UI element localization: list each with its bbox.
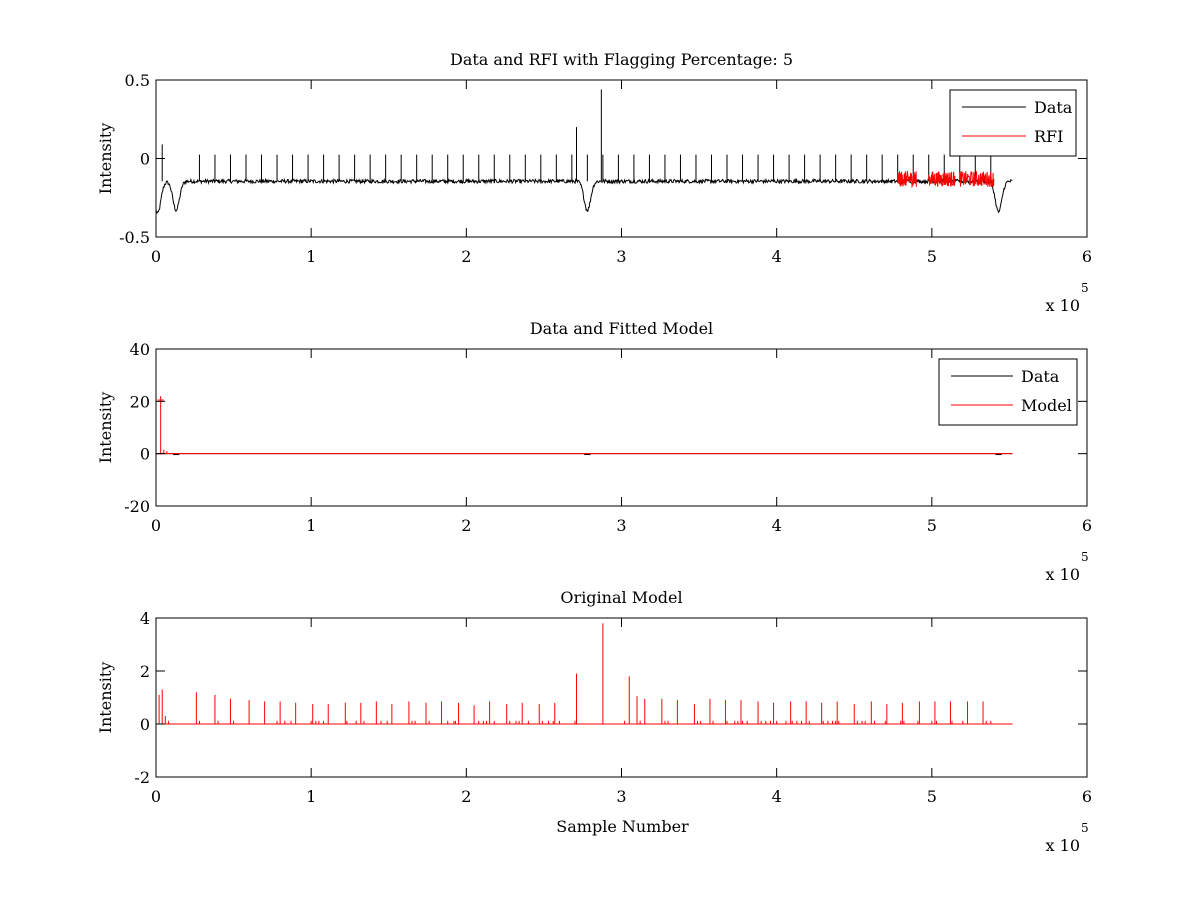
x-tick-label: 2 <box>461 247 471 266</box>
x-tick-label: 6 <box>1082 516 1092 535</box>
x-axis-multiplier: x 10 <box>1046 296 1080 315</box>
series-line-rfi <box>959 170 995 187</box>
y-tick-label: 4 <box>140 609 150 628</box>
series-line-rfi <box>897 171 917 188</box>
x-axis-multiplier: x 10 <box>1046 836 1080 855</box>
legend: Data Model <box>938 358 1078 426</box>
x-tick-label: 4 <box>772 247 782 266</box>
y-tick-label: -0.5 <box>119 228 150 247</box>
plot-area <box>156 618 1087 777</box>
x-tick-label: 5 <box>927 247 937 266</box>
x-tick-label: 3 <box>616 516 626 535</box>
x-tick-label: 3 <box>616 247 626 266</box>
legend-label: Data <box>1021 367 1060 386</box>
y-tick-label: -20 <box>124 497 150 516</box>
x-axis-multiplier-exponent: 5 <box>1081 281 1089 295</box>
x-tick-label: 0 <box>151 247 161 266</box>
series-group <box>156 623 1013 725</box>
y-tick-label: 40 <box>130 340 150 359</box>
x-tick-label: 2 <box>461 516 471 535</box>
x-tick-label: 0 <box>151 787 161 806</box>
chart-title: Data and RFI with Flagging Percentage: 5 <box>450 50 793 69</box>
chart-title: Original Model <box>560 588 682 607</box>
legend-label: RFI <box>1034 127 1063 146</box>
x-tick-label: 4 <box>772 516 782 535</box>
y-tick-label: 0.5 <box>125 71 150 90</box>
legend-box <box>949 89 1077 157</box>
legend-box <box>938 358 1078 426</box>
x-tick-label: 6 <box>1082 787 1092 806</box>
series-line-data <box>155 177 1013 214</box>
series-group <box>155 89 1013 214</box>
y-tick-label: 0 <box>140 715 150 734</box>
x-axis-multiplier: x 10 <box>1046 565 1080 584</box>
legend-label: Model <box>1021 396 1072 415</box>
y-axis-label: Intensity <box>96 392 115 464</box>
y-tick-label: 2 <box>140 662 150 681</box>
plot-area <box>156 349 1087 506</box>
chart-title: Data and Fitted Model <box>530 319 713 338</box>
x-tick-label: 6 <box>1082 247 1092 266</box>
x-tick-label: 1 <box>306 787 316 806</box>
x-axis-label: Sample Number <box>556 817 689 836</box>
series-group <box>156 396 1013 456</box>
y-tick-label: -2 <box>134 768 150 787</box>
x-axis-multiplier-exponent: 5 <box>1081 821 1089 835</box>
plot-area <box>156 80 1087 237</box>
y-axis-label: Intensity <box>96 123 115 195</box>
legend: Data RFI <box>949 89 1077 157</box>
x-tick-label: 0 <box>151 516 161 535</box>
y-tick-label: 0 <box>140 150 150 169</box>
y-axis-label: Intensity <box>96 662 115 734</box>
y-tick-label: 0 <box>140 445 150 464</box>
legend-label: Data <box>1034 98 1073 117</box>
x-tick-label: 4 <box>772 787 782 806</box>
x-tick-label: 2 <box>461 787 471 806</box>
x-axis-multiplier-exponent: 5 <box>1081 550 1089 564</box>
series-line-rfi <box>928 171 956 187</box>
x-tick-label: 3 <box>616 787 626 806</box>
y-tick-label: 20 <box>130 392 150 411</box>
x-tick-label: 5 <box>927 787 937 806</box>
x-tick-label: 5 <box>927 516 937 535</box>
x-tick-label: 1 <box>306 516 316 535</box>
x-tick-label: 1 <box>306 247 316 266</box>
